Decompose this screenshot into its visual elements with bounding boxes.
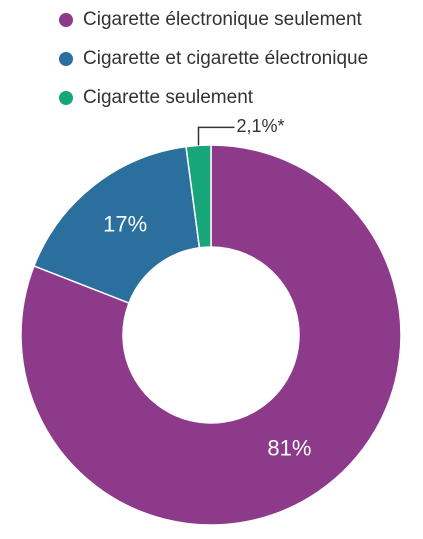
legend-marker — [59, 52, 73, 66]
value-label: 2,1%* — [236, 116, 284, 136]
donut-slice — [20, 144, 402, 526]
donut-slice — [185, 144, 212, 249]
legend-label: Cigarette et cigarette électronique — [83, 48, 368, 69]
legend-marker — [59, 13, 73, 27]
legend-label: Cigarette seulement — [83, 87, 254, 108]
legend-marker — [59, 91, 73, 105]
donut-slice — [33, 145, 201, 304]
leader-line — [197, 126, 235, 146]
legend-label: Cigarette électronique seulement — [83, 9, 363, 30]
value-label: 17% — [103, 211, 147, 236]
value-label: 81% — [267, 436, 311, 461]
